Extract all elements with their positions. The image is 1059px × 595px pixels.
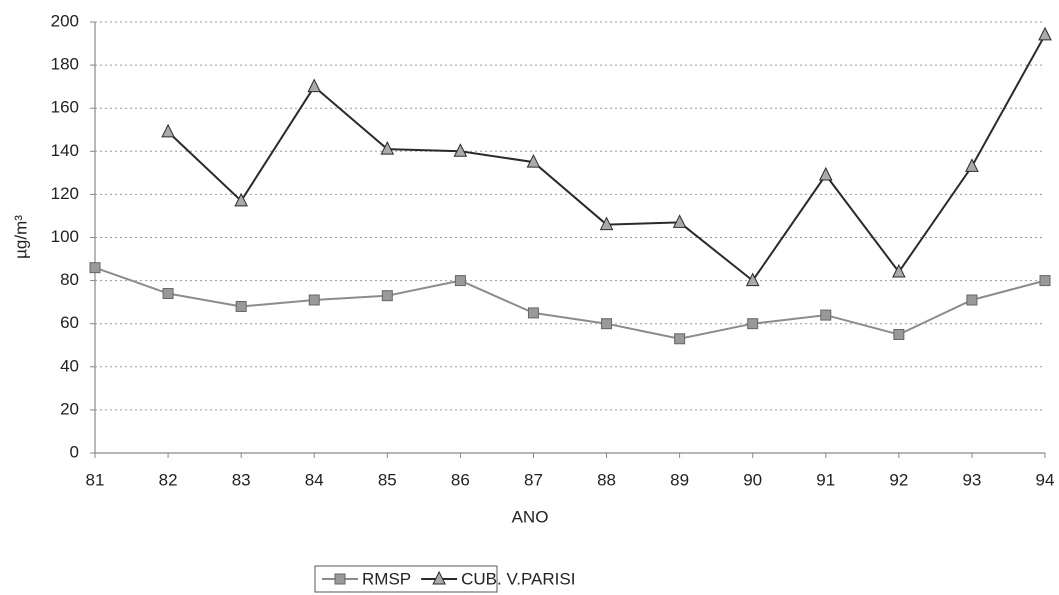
y-tick-label: 120 [51,184,79,203]
point [818,166,833,181]
legend-label: CUB. V.PARISI [461,569,575,588]
point [380,141,395,155]
x-tick-label: 84 [305,470,324,489]
series-line [167,34,1046,283]
x-tick-label: 89 [670,470,689,489]
x-tick-label: 87 [524,470,543,489]
legend-box [314,565,498,593]
series-line [94,266,1046,340]
point [454,275,466,287]
y-tick-label: 160 [51,98,79,117]
point [820,309,832,321]
point [381,290,393,302]
y-tick-label: 40 [60,356,79,375]
y-tick-label: 180 [51,55,79,74]
point [601,318,613,330]
point [747,318,759,330]
y-tick-label: 0 [70,442,79,461]
x-tick-label: 90 [743,470,762,489]
y-tick-label: 80 [60,270,79,289]
point [334,573,346,585]
point [965,158,979,172]
point [453,143,468,157]
y-tick-label: 60 [60,313,79,332]
x-tick-label: 83 [232,470,251,489]
point [599,216,614,231]
point [1039,275,1051,287]
point [162,288,174,300]
x-tick-label: 94 [1036,470,1055,489]
x-tick-label: 93 [962,470,981,489]
x-tick-label: 82 [159,470,178,489]
x-tick-label: 85 [378,470,397,489]
point [674,333,686,345]
x-tick-label: 91 [816,470,835,489]
y-tick-label: 200 [51,11,79,30]
x-axis-label: ANO [512,507,549,526]
point [672,214,687,228]
y-tick-label: 20 [60,399,79,418]
point [307,78,322,93]
point [1038,26,1052,41]
legend-label: RMSP [362,569,411,588]
y-axis-label: µg/m³ [11,215,30,259]
point [89,262,101,274]
x-tick-label: 88 [597,470,616,489]
point [526,153,541,168]
point [234,192,248,207]
y-tick-label: 100 [51,227,79,246]
point [527,307,539,319]
point [745,272,760,287]
point [432,570,446,585]
point [892,263,906,278]
x-tick-label: 92 [889,470,908,489]
point [161,123,175,138]
point [893,328,905,340]
x-tick-label: 86 [451,470,470,489]
point [235,300,247,312]
y-tick-label: 140 [51,141,79,160]
x-tick-label: 81 [86,470,105,489]
point [966,294,978,306]
point [308,294,320,306]
